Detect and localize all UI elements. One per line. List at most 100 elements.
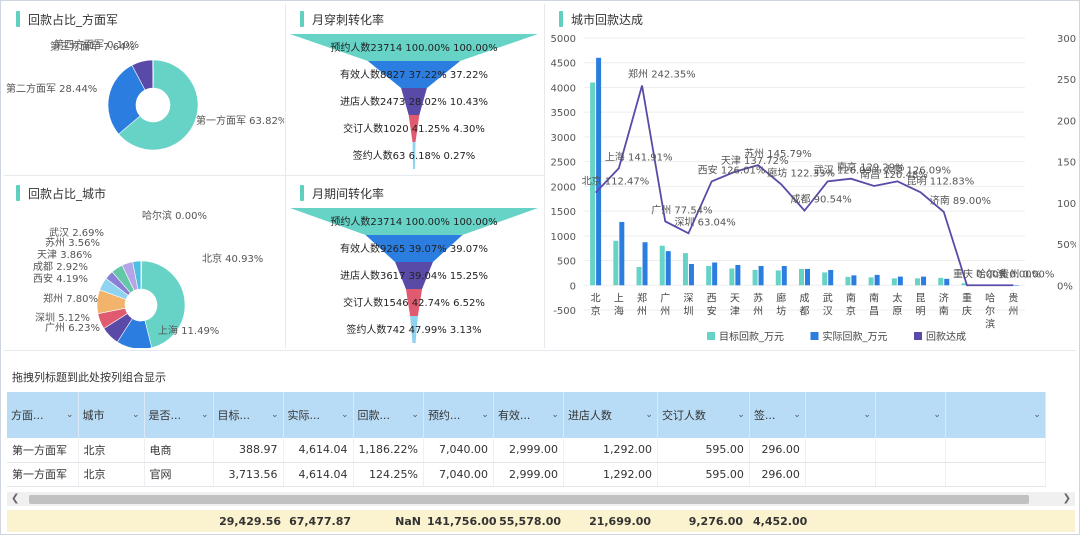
- bar[interactable]: [891, 278, 897, 286]
- bar[interactable]: [874, 274, 880, 286]
- bar[interactable]: [805, 268, 810, 286]
- column-header[interactable]: 方面... ⌄: [7, 392, 79, 438]
- funnel-stage[interactable]: [412, 142, 416, 169]
- chevron-down-icon[interactable]: ⌄: [645, 410, 653, 420]
- chevron-down-icon[interactable]: ⌄: [933, 410, 941, 420]
- scroll-left-icon[interactable]: ❮: [11, 493, 20, 504]
- bar[interactable]: [944, 278, 950, 286]
- chevron-down-icon[interactable]: ⌄: [551, 410, 559, 420]
- funnel-stage[interactable]: [290, 208, 538, 235]
- bar[interactable]: [682, 253, 688, 286]
- chevron-down-icon[interactable]: ⌄: [737, 410, 745, 420]
- column-header[interactable]: 实际... ⌄: [283, 392, 354, 438]
- group-drag-hint[interactable]: 拖拽列标题到此处按列组合显示: [12, 371, 166, 384]
- city-achievement-chart[interactable]: -500 0 500 1000 1500 2000 2500 3000 3500 4000 4500…: [547, 4, 1076, 348]
- bar[interactable]: [775, 270, 781, 286]
- column-header[interactable]: 交订人数 ⌄: [657, 392, 750, 438]
- bar[interactable]: [706, 265, 712, 286]
- funnel-stage[interactable]: [290, 34, 538, 61]
- column-header[interactable]: 城市 ⌄: [78, 392, 145, 438]
- line-point-label: 济南 89.00%: [930, 194, 991, 207]
- bar[interactable]: [636, 266, 642, 286]
- bar[interactable]: [665, 251, 671, 286]
- data-grid: 方面... ⌄ 城市 ⌄ 是否... ⌄ 目标... ⌄ 实际... ⌄ 回款... ⌄ 预约... ⌄ 有…: [7, 392, 1075, 530]
- bar[interactable]: [851, 275, 857, 286]
- legend-label[interactable]: 目标回款_万元: [719, 330, 784, 343]
- table-row[interactable]: 第一方面军 北京 电商 388.97 4,614.04 1,186.22% 7,040.00…: [7, 438, 1046, 463]
- bar[interactable]: [915, 278, 921, 286]
- bar[interactable]: [845, 276, 851, 286]
- funnel-cross-chart[interactable]: 预约人数23714 100.00% 100.00% 有效人数8827 37.22%…: [288, 4, 542, 174]
- bar[interactable]: [642, 242, 648, 286]
- legend-swatch[interactable]: [810, 332, 819, 340]
- funnel-stage[interactable]: [395, 262, 433, 289]
- horizontal-scrollbar[interactable]: ❮ ❯: [7, 492, 1075, 506]
- bar[interactable]: [729, 268, 735, 286]
- bar[interactable]: [897, 276, 903, 286]
- column-header[interactable]: ⌄: [805, 392, 876, 438]
- funnel-stage[interactable]: [401, 88, 427, 115]
- bar[interactable]: [822, 272, 828, 286]
- bar[interactable]: [596, 57, 602, 286]
- table-row[interactable]: 第一方面军 北京 官网 3,713.56 4,614.04 124.25% 7,040.00…: [7, 462, 1046, 487]
- pie-slice[interactable]: [140, 260, 186, 348]
- bar[interactable]: [619, 221, 625, 286]
- army-pie-chart[interactable]: 第一方面军 63.82% 第二方面军 28.44% 第三方面军 7.64%第四方面军…: [4, 4, 284, 174]
- column-header[interactable]: 是否... ⌄: [144, 392, 214, 438]
- table-cell: [945, 462, 1046, 487]
- bar[interactable]: [752, 269, 758, 286]
- chevron-down-icon[interactable]: ⌄: [270, 410, 279, 420]
- chevron-down-icon[interactable]: ⌄: [863, 410, 871, 420]
- pie-slice[interactable]: [118, 59, 199, 151]
- chevron-down-icon[interactable]: ⌄: [340, 410, 349, 420]
- bar[interactable]: [868, 277, 874, 286]
- chevron-down-icon[interactable]: ⌄: [1033, 410, 1041, 420]
- bar[interactable]: [590, 82, 596, 286]
- column-header[interactable]: 回款... ⌄: [353, 392, 424, 438]
- bar[interactable]: [712, 262, 718, 286]
- legend-swatch[interactable]: [707, 332, 715, 340]
- bar[interactable]: [938, 277, 944, 286]
- column-header[interactable]: 目标... ⌄: [213, 392, 284, 438]
- chevron-down-icon[interactable]: ⌄: [65, 410, 74, 420]
- funnel-stage[interactable]: [410, 316, 418, 343]
- pie-slice[interactable]: [140, 260, 143, 290]
- bar[interactable]: [735, 264, 741, 286]
- chevron-down-icon[interactable]: ⌄: [793, 410, 801, 420]
- column-header[interactable]: ⌄: [875, 392, 946, 438]
- bar[interactable]: [758, 265, 764, 286]
- pie-slice[interactable]: [152, 59, 154, 89]
- bar[interactable]: [799, 268, 804, 286]
- chevron-down-icon[interactable]: ⌄: [411, 410, 419, 420]
- chevron-down-icon[interactable]: ⌄: [481, 410, 489, 420]
- bar[interactable]: [781, 265, 787, 286]
- column-header[interactable]: ⌄: [945, 392, 1046, 438]
- chevron-down-icon[interactable]: ⌄: [200, 410, 209, 420]
- bar[interactable]: [688, 264, 694, 286]
- legend-swatch[interactable]: [914, 332, 922, 340]
- funnel-stage[interactable]: [405, 289, 423, 316]
- bar[interactable]: [659, 245, 665, 286]
- pie-slice[interactable]: [107, 64, 146, 135]
- scroll-right-icon[interactable]: ❯: [1062, 493, 1071, 504]
- column-header[interactable]: 预约... ⌄: [423, 392, 494, 438]
- chevron-down-icon[interactable]: ⌄: [131, 410, 140, 420]
- funnel-stage[interactable]: [367, 61, 461, 88]
- bar[interactable]: [961, 283, 967, 286]
- table-cell: 296.00: [749, 438, 806, 463]
- scroll-thumb[interactable]: [29, 495, 1029, 504]
- funnel-stage[interactable]: [365, 235, 463, 262]
- funnel-period-chart[interactable]: 预约人数23714 100.00% 100.00% 有效人数9265 39.07%…: [288, 178, 542, 348]
- total-cell: 4,452.00: [753, 515, 808, 528]
- city-pie-chart[interactable]: 北京 40.93% 上海 11.49% 广州 6.23%深圳 5.12% 郑州 7.8…: [4, 178, 284, 348]
- legend-label[interactable]: 回款达成: [926, 330, 966, 343]
- legend-label[interactable]: 实际回款_万元: [823, 330, 888, 343]
- bar[interactable]: [828, 269, 834, 286]
- bar[interactable]: [613, 240, 619, 286]
- column-header[interactable]: 进店人数 ⌄: [563, 392, 658, 438]
- column-header[interactable]: 签... ⌄: [749, 392, 806, 438]
- bar[interactable]: [1013, 285, 1019, 286]
- funnel-stage[interactable]: [408, 115, 420, 142]
- bar[interactable]: [921, 276, 927, 286]
- column-header[interactable]: 有效... ⌄: [493, 392, 564, 438]
